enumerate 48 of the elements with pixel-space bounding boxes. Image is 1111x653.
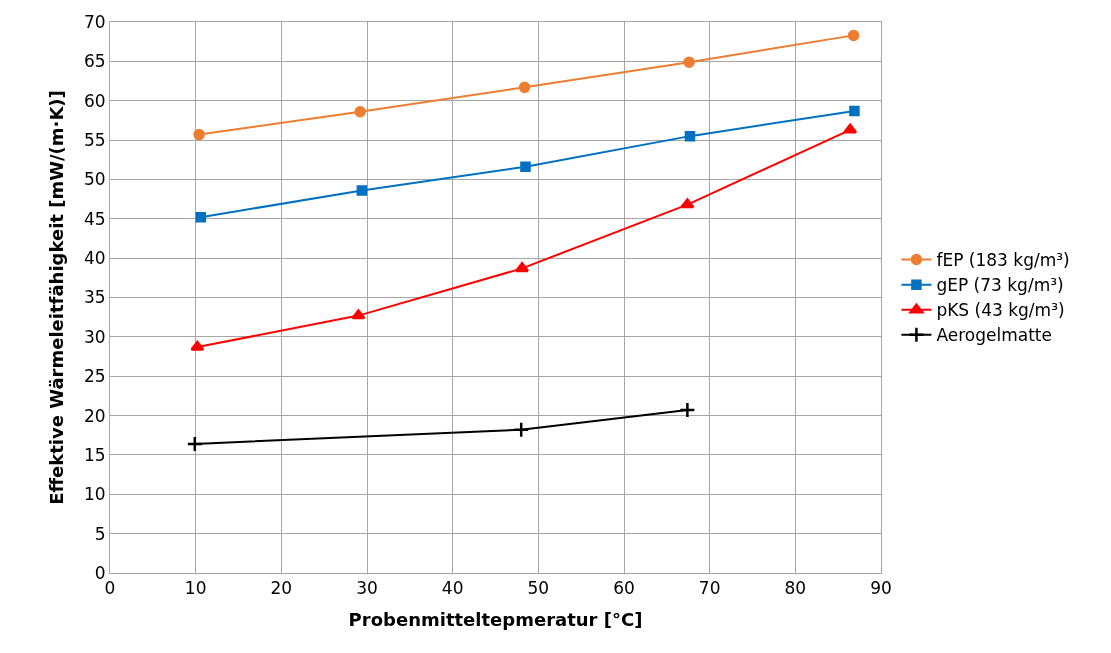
legend-label: gEP (73 kg/m³)	[936, 275, 1064, 296]
legend-label: pKS (43 kg/m³)	[936, 300, 1065, 321]
point	[351, 309, 366, 320]
point	[683, 56, 695, 68]
point	[193, 128, 205, 141]
y-tick-label: 60	[83, 90, 106, 111]
x-tick-label: 80	[784, 578, 807, 599]
point	[190, 340, 205, 351]
y-tick-label: 70	[83, 11, 106, 32]
y-tick-label: 40	[83, 248, 106, 269]
x-axis-title: Probenmitteltepmeratur [°C]	[348, 608, 643, 630]
point	[195, 211, 207, 223]
point	[847, 29, 860, 42]
legend-label: fEP (183 kg/m³)	[936, 250, 1070, 271]
point	[520, 161, 531, 173]
y-tick-label: 25	[83, 366, 106, 387]
y-tick-label: 45	[83, 208, 106, 229]
point	[849, 105, 860, 117]
point	[186, 435, 204, 453]
point	[843, 123, 858, 134]
y-tick-label: 55	[83, 130, 106, 151]
y-tick-label: 35	[83, 287, 106, 308]
y-tick-label: 65	[83, 51, 106, 72]
point	[518, 81, 531, 94]
point	[679, 401, 696, 419]
point	[515, 262, 530, 273]
x-tick-label: 50	[527, 578, 550, 599]
y-tick-label: 15	[83, 444, 106, 465]
point	[354, 105, 366, 118]
point	[684, 130, 696, 142]
point	[512, 421, 530, 438]
x-tick-label: 20	[270, 578, 293, 599]
x-tick-label: 60	[613, 578, 635, 599]
point	[356, 185, 368, 196]
y-tick-label: 30	[83, 326, 106, 347]
x-tick-label: 40	[441, 578, 464, 599]
y-tick-label: 10	[83, 484, 106, 505]
legend-label: Aerogelmatte	[936, 325, 1052, 346]
x-tick-label: 70	[698, 578, 721, 599]
x-tick-label: 10	[184, 578, 207, 599]
y-axis-title: Effektive Wärmeleitfähigkeit [mW/(m·K)]	[46, 90, 68, 505]
y-tick-label: 50	[83, 169, 106, 190]
y-tick-label: 20	[83, 405, 106, 426]
y-tick-label: 5	[94, 523, 106, 544]
x-tick-label: 30	[356, 578, 378, 599]
x-tick-label: 90	[870, 578, 892, 599]
point	[680, 198, 695, 209]
y-tick-label: 0	[94, 562, 106, 583]
